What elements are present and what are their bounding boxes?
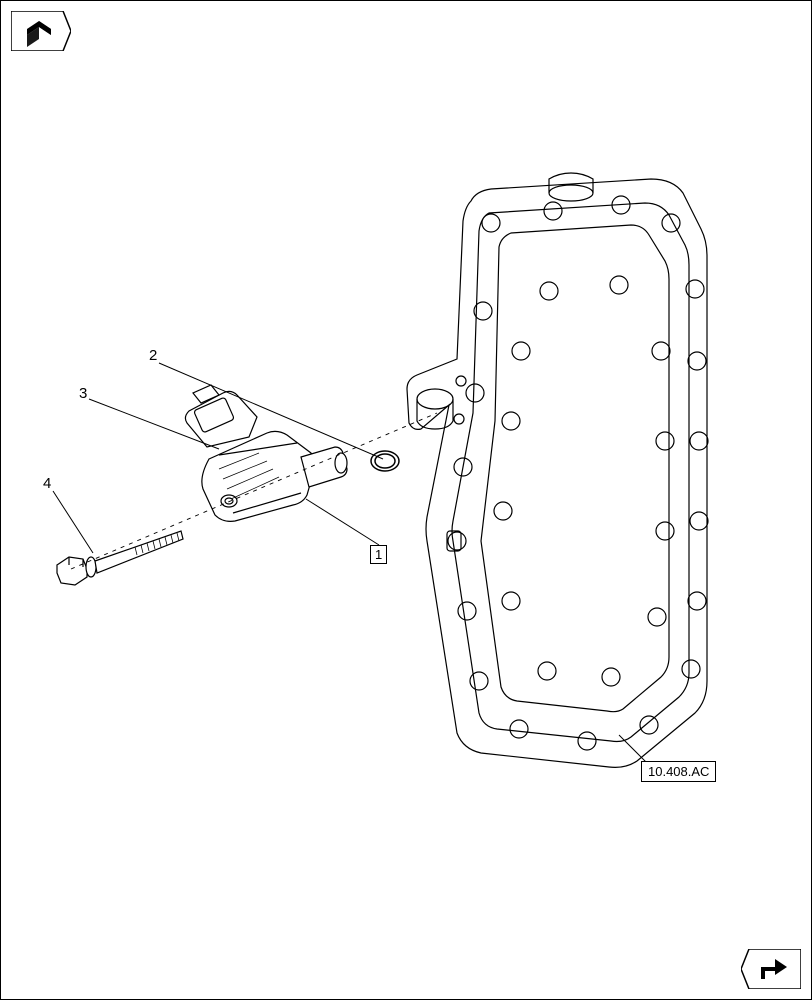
callout-1-boxed: 1: [370, 545, 387, 564]
exploded-diagram: [1, 1, 812, 1001]
housing-plate: [407, 173, 708, 767]
sensor-body: [185, 385, 347, 521]
bolt: [57, 531, 183, 585]
callout-3: 3: [79, 385, 87, 402]
o-ring: [371, 451, 399, 471]
reference-box: 10.408.AC: [641, 761, 716, 782]
callout-4: 4: [43, 475, 51, 492]
callout-2: 2: [149, 347, 157, 364]
